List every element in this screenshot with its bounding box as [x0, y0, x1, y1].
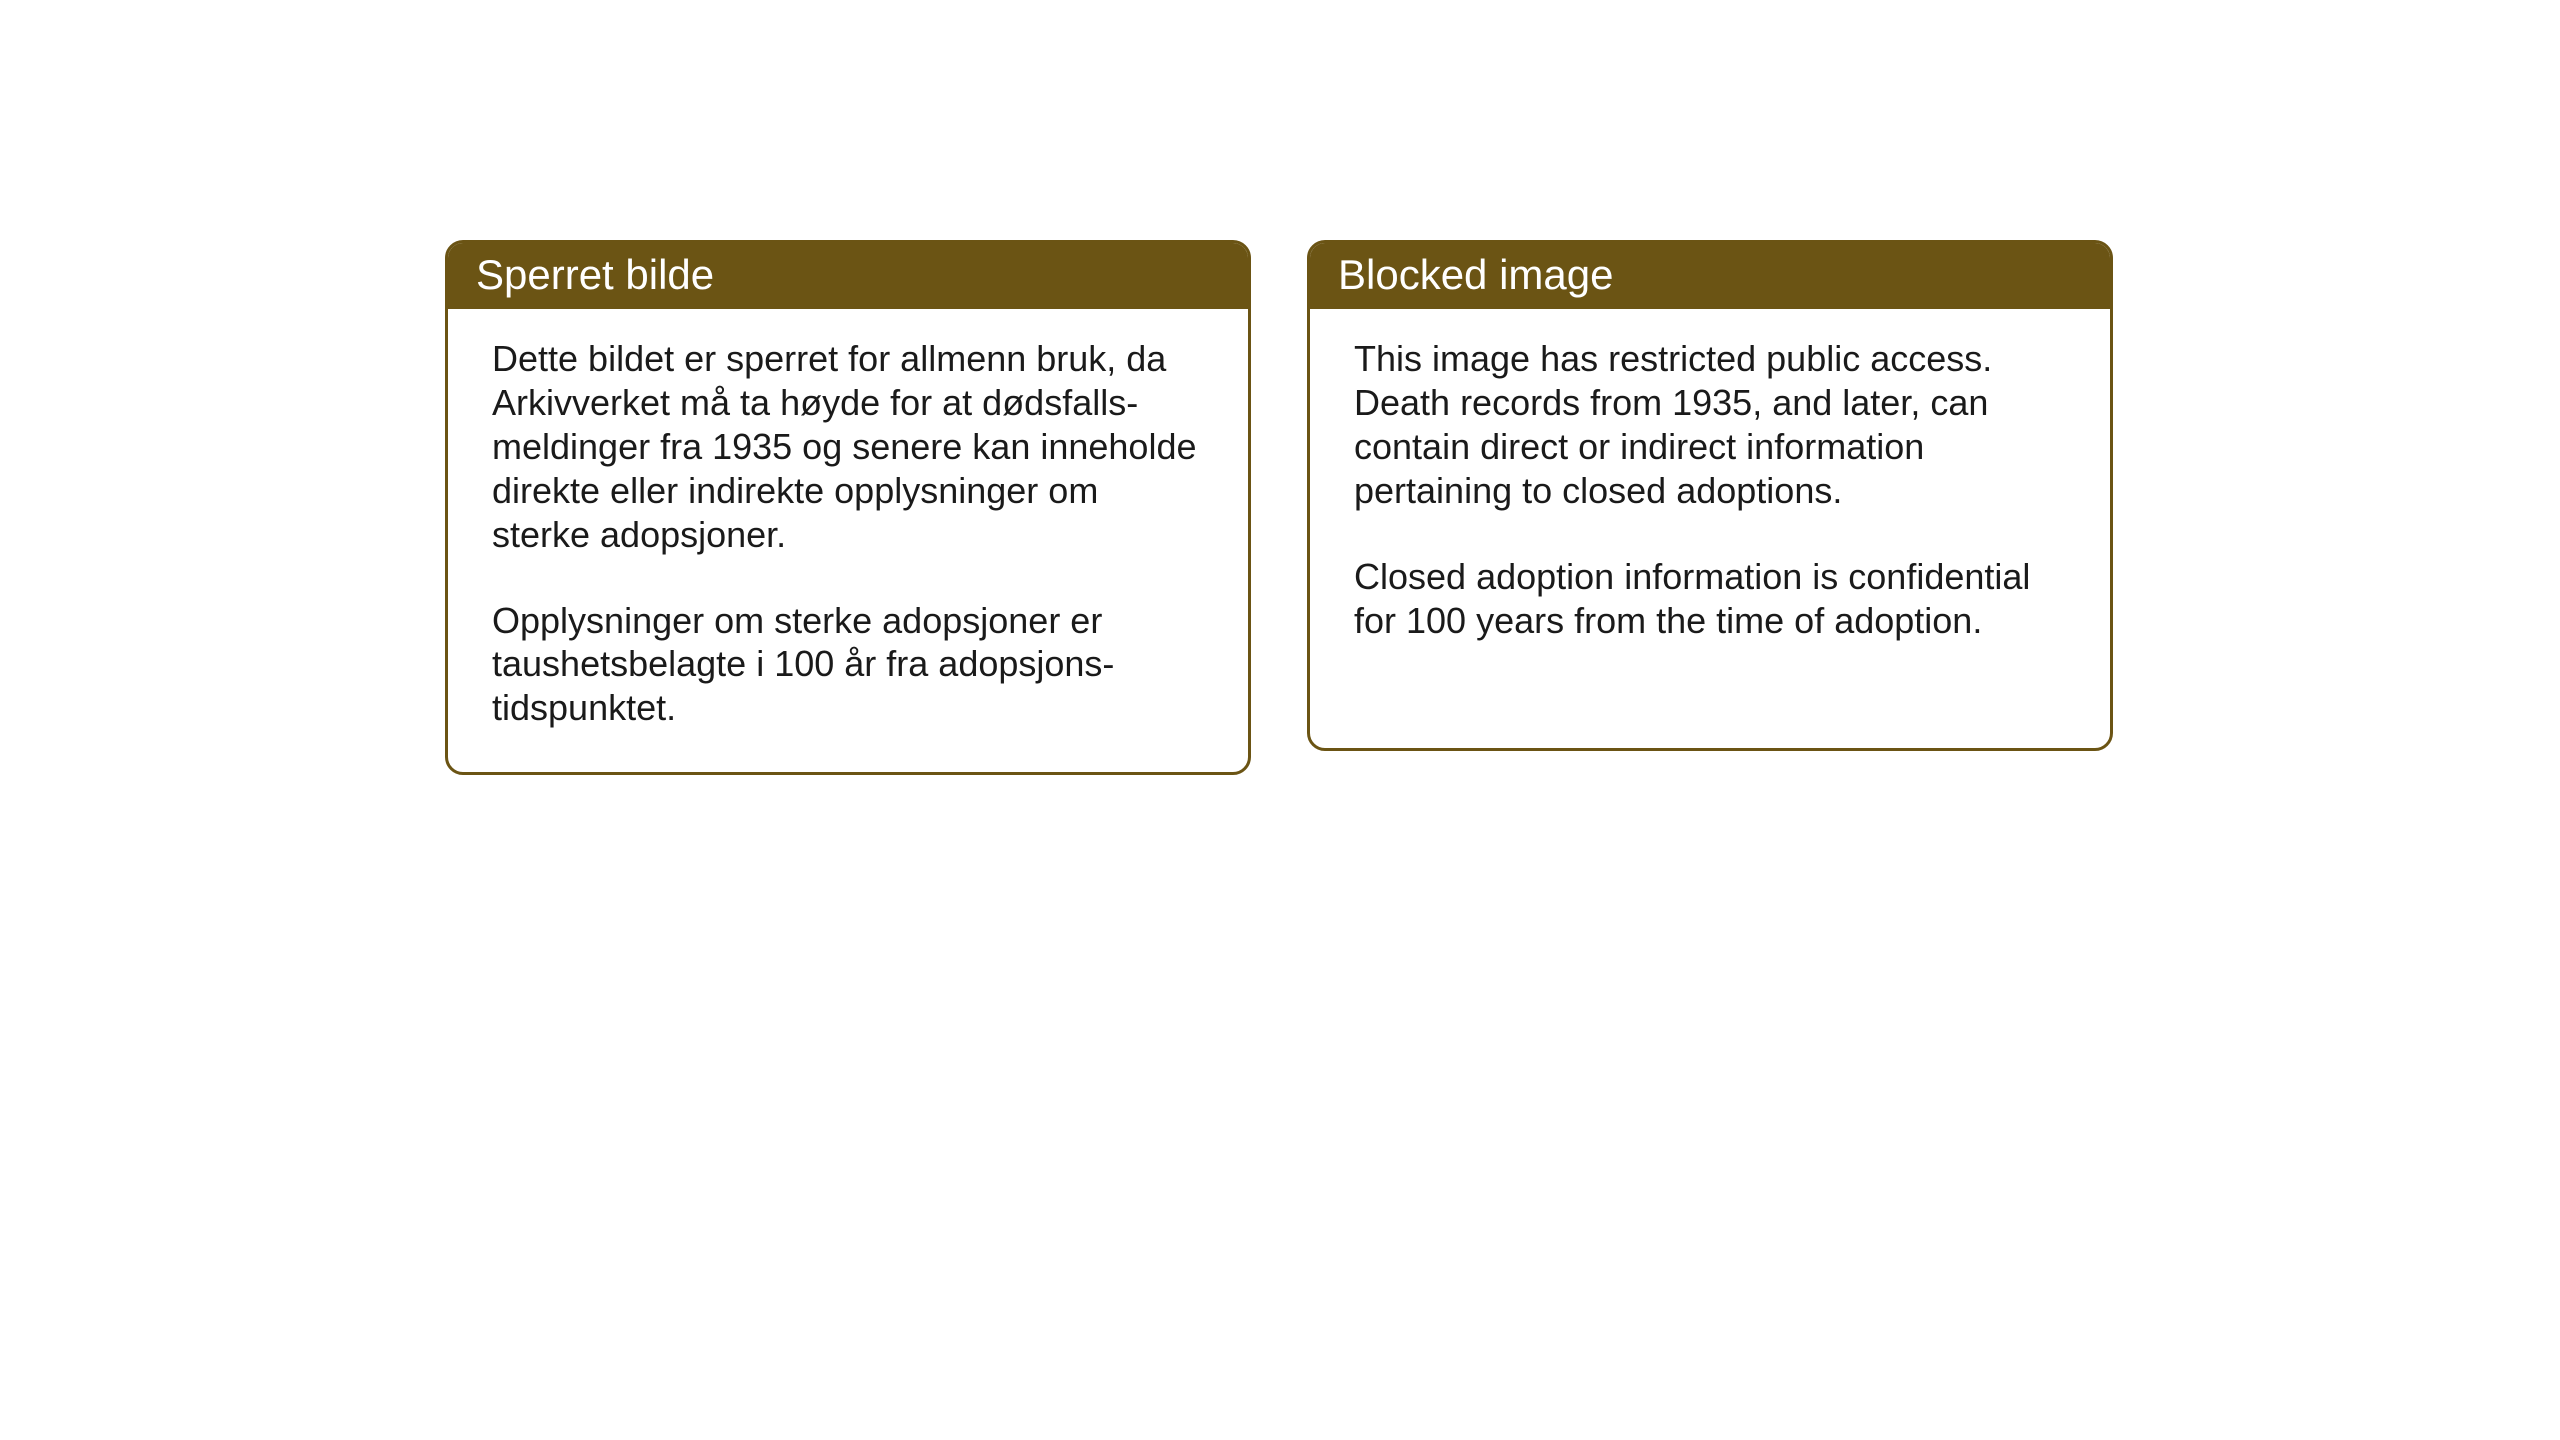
notice-body-english: This image has restricted public access.… — [1310, 309, 2110, 684]
notice-paragraph-2-english: Closed adoption information is confident… — [1354, 555, 2066, 643]
notice-paragraph-1-english: This image has restricted public access.… — [1354, 337, 2066, 513]
notice-box-norwegian: Sperret bilde Dette bildet er sperret fo… — [445, 240, 1251, 775]
notice-body-norwegian: Dette bildet er sperret for allmenn bruk… — [448, 309, 1248, 772]
notice-container: Sperret bilde Dette bildet er sperret fo… — [445, 240, 2113, 775]
notice-paragraph-1-norwegian: Dette bildet er sperret for allmenn bruk… — [492, 337, 1204, 557]
notice-box-english: Blocked image This image has restricted … — [1307, 240, 2113, 751]
notice-header-norwegian: Sperret bilde — [448, 243, 1248, 309]
notice-header-english: Blocked image — [1310, 243, 2110, 309]
notice-paragraph-2-norwegian: Opplysninger om sterke adopsjoner er tau… — [492, 599, 1204, 731]
